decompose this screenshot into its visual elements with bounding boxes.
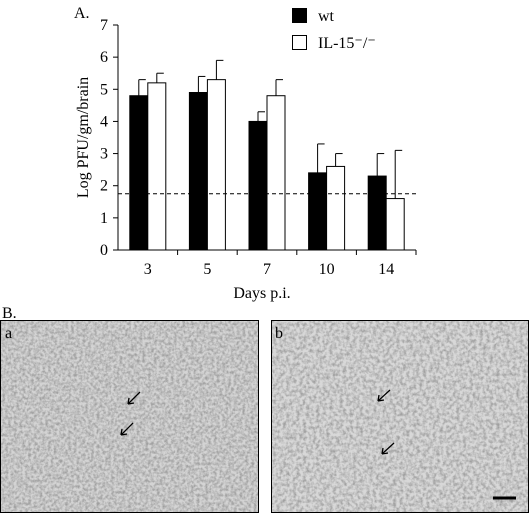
bar <box>308 172 328 251</box>
micrograph: b <box>271 320 529 513</box>
legend-label: wt <box>318 8 335 25</box>
bar <box>147 82 167 251</box>
chart: 0 1 2 3 4 5 6 7 Log PFU/gm/brain Days p.i. 3 5 7 10 14… <box>75 8 417 302</box>
micrograph-label: b <box>275 325 283 342</box>
bar <box>266 95 286 251</box>
x-tick-label: 3 <box>144 261 152 278</box>
panel-label: A. <box>74 5 90 22</box>
y-tick-label: 0 <box>100 242 108 259</box>
bar <box>129 95 149 251</box>
y-tick-label: 3 <box>100 146 108 163</box>
y-tick-label: 1 <box>100 210 108 227</box>
legend-label: IL-15⁻/⁻ <box>318 35 376 52</box>
legend-swatch <box>292 8 307 23</box>
bar <box>367 175 387 251</box>
y-tick-label: 4 <box>100 113 108 130</box>
y-tick-label: 5 <box>100 81 108 98</box>
legend-swatch <box>292 35 307 50</box>
bar <box>206 79 226 251</box>
x-axis-label: Days p.i. <box>233 285 290 302</box>
y-tick-label: 6 <box>100 49 108 66</box>
x-tick-label: 5 <box>203 261 211 278</box>
x-tick-label: 14 <box>378 261 394 278</box>
y-axis-label: Log PFU/gm/brain <box>75 77 92 198</box>
x-tick-label: 7 <box>263 261 271 278</box>
micrograph: a <box>0 320 259 513</box>
micrograph-label: a <box>5 325 12 342</box>
y-tick-label: 7 <box>100 17 108 34</box>
bar <box>248 120 268 251</box>
x-tick-label: 10 <box>319 261 335 278</box>
bar <box>188 92 208 251</box>
y-tick-label: 2 <box>100 178 108 195</box>
bar <box>326 165 346 251</box>
panel-label: B. <box>2 305 17 322</box>
bar <box>385 198 405 251</box>
